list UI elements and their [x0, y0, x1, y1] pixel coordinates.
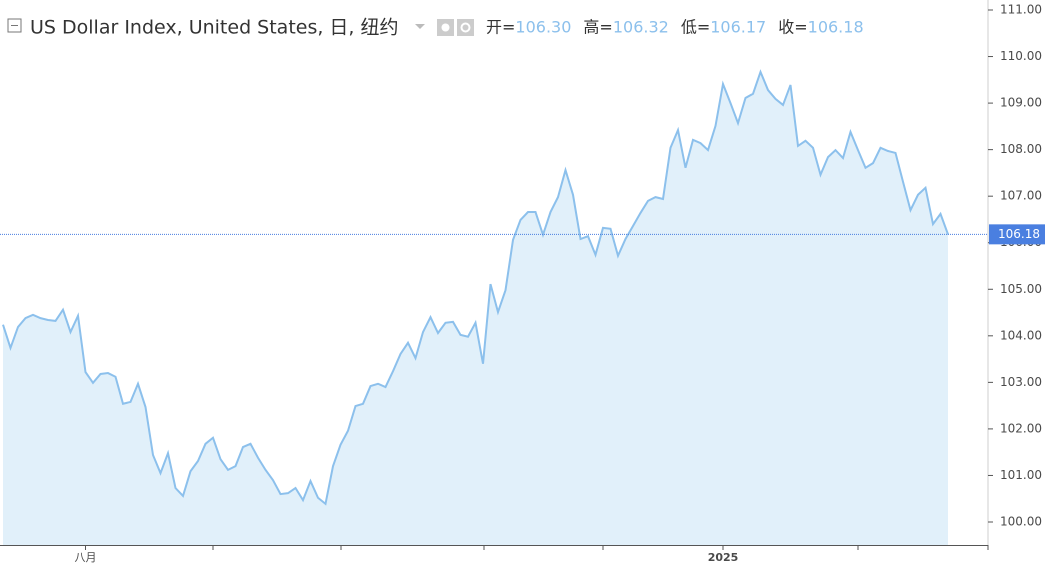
y-tick-label: 104.00 — [1000, 328, 1042, 342]
eye-icon-dot — [441, 23, 450, 32]
area-line — [2, 69, 949, 506]
last-price-label: 106.18 — [998, 227, 1040, 241]
y-tick-label: 109.00 — [1000, 96, 1042, 110]
x-tick-label: 八月 — [75, 551, 97, 564]
y-tick-label: 107.00 — [1000, 189, 1042, 203]
dropdown-arrow[interactable] — [415, 24, 425, 29]
y-tick-label: 108.00 — [1000, 142, 1042, 156]
y-tick-label: 100.00 — [1000, 515, 1042, 529]
ohlc-label: 收= — [778, 18, 807, 37]
ohlc-value: 106.30 — [515, 18, 571, 37]
ohlc-label: 低= — [681, 18, 710, 37]
y-tick-label: 101.00 — [1000, 468, 1042, 482]
settings-icon[interactable] — [457, 19, 474, 36]
ohlc-values: 开= 106.30 高= 106.32 低= 106.17 收= 106.18 — [486, 18, 864, 37]
ohlc-value: 106.32 — [613, 18, 669, 37]
ohlc-value: 106.17 — [710, 18, 766, 37]
x-tick-label: 2025 — [708, 551, 739, 564]
ohlc-value: 106.18 — [808, 18, 864, 37]
ohlc-label: 高= — [583, 18, 612, 37]
y-tick-label: 103.00 — [1000, 375, 1042, 389]
settings-icon-gear — [460, 22, 471, 33]
area-fill — [3, 71, 948, 545]
last-price-badge — [989, 224, 1045, 245]
x-axis-ticks — [212, 545, 989, 550]
y-tick-label: 102.00 — [1000, 421, 1042, 435]
y-tick-label: 111.00 — [1000, 3, 1042, 17]
y-tick-label: 105.00 — [1000, 282, 1042, 296]
chart-title: US Dollar Index, United States, 日, 纽约 — [30, 17, 399, 39]
y-tick-label: 110.00 — [1000, 49, 1042, 63]
ohlc-label: 开= — [486, 18, 515, 37]
